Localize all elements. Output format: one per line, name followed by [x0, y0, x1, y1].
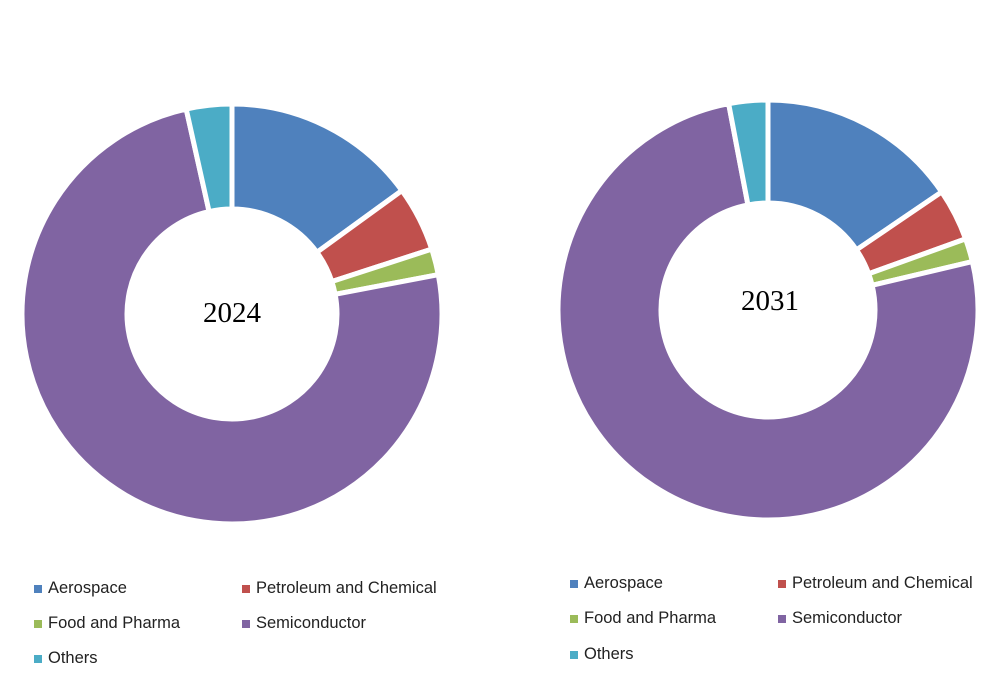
legend-label: Petroleum and Chemical — [256, 579, 437, 597]
slice-others-2024 — [183, 101, 235, 215]
legend-swatch — [242, 584, 250, 593]
legend-item-aerospace: Aerospace — [570, 574, 663, 593]
legend-label: Food and Pharma — [48, 614, 181, 632]
legend-item-food-and-pharma: Food and Pharma — [34, 614, 180, 633]
legend-item-petroleum-and-chemical: Petroleum and Chemical — [242, 579, 437, 598]
legend-label: Semiconductor — [792, 609, 903, 627]
legend-item-semiconductor: Semiconductor — [778, 609, 902, 628]
legend-2024: Aerospace Petroleum and Chemical Food an… — [34, 575, 504, 695]
center-label-2031: 2031 — [741, 285, 799, 317]
legend-swatch — [570, 650, 578, 659]
legend-item-others: Others — [34, 649, 98, 668]
legend-item-semiconductor: Semiconductor — [242, 614, 366, 633]
legend-label: Aerospace — [584, 574, 663, 592]
slice-semiconductor-2024 — [19, 106, 445, 527]
donut-chart-2024 — [19, 101, 445, 527]
legend-item-aerospace: Aerospace — [34, 579, 127, 598]
legend-swatch — [570, 579, 578, 588]
legend-swatch — [34, 619, 42, 628]
legend-swatch — [778, 579, 786, 588]
slice-semiconductor-2031 — [555, 100, 981, 523]
slice-aerospace-2024 — [229, 101, 406, 256]
legend-item-others: Others — [570, 645, 634, 664]
legend-swatch — [242, 619, 250, 628]
legend-swatch — [570, 614, 578, 623]
legend-swatch — [778, 614, 786, 623]
legend-item-food-and-pharma: Food and Pharma — [570, 609, 716, 628]
legend-label: Others — [48, 649, 98, 667]
slice-others-2031 — [725, 97, 771, 208]
legend-label: Petroleum and Chemical — [792, 574, 973, 592]
center-label-2024: 2024 — [203, 297, 262, 329]
legend-item-petroleum-and-chemical: Petroleum and Chemical — [778, 574, 973, 593]
legend-label: Others — [584, 645, 634, 663]
legend-swatch — [34, 654, 42, 663]
legend-2031: Aerospace Petroleum and Chemical Food an… — [570, 570, 1004, 690]
donut-chart-2031 — [555, 97, 981, 523]
legend-label: Semiconductor — [256, 614, 367, 632]
legend-swatch — [34, 584, 42, 593]
legend-label: Aerospace — [48, 579, 127, 597]
legend-label: Food and Pharma — [584, 609, 717, 627]
